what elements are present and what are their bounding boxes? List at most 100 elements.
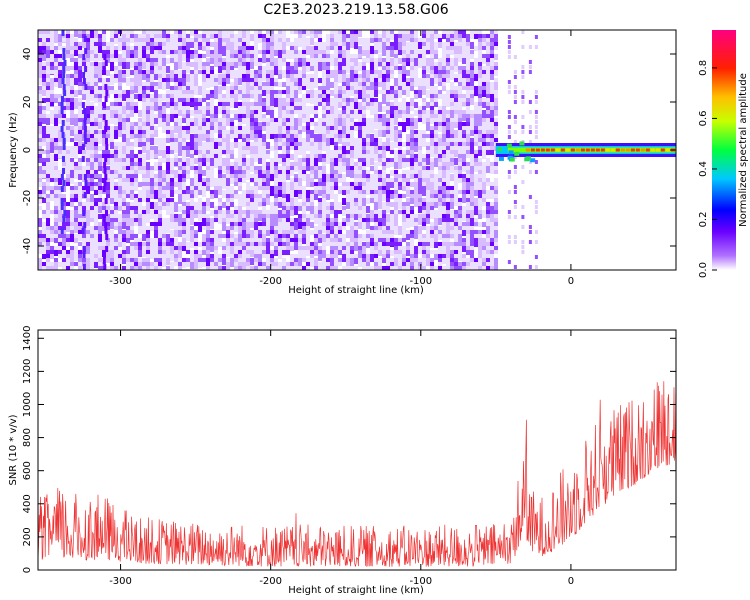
spectrogram-cell <box>242 38 246 43</box>
spectrogram-cell <box>234 126 238 134</box>
spectrogram-cell <box>266 62 270 66</box>
spectrogram-cell <box>394 46 398 52</box>
spectrogram-cell <box>126 82 130 86</box>
spectrogram-cell <box>354 170 358 175</box>
spectrogram-cell <box>370 38 374 43</box>
spectrogram-cell <box>442 98 446 104</box>
spectrogram-cell <box>310 150 314 157</box>
spectrogram-cell <box>258 230 262 235</box>
spectrogram-cell <box>46 66 50 70</box>
spectrogram-cell <box>118 122 122 130</box>
spectrogram-cell <box>110 30 114 36</box>
spectrogram-cell <box>318 250 322 255</box>
spectrogram-cell <box>218 174 222 178</box>
spectrogram-cell <box>282 82 286 87</box>
spectrogram-cell <box>298 146 302 155</box>
spectrogram-cell <box>210 50 214 57</box>
spectrogram-cell <box>242 166 246 172</box>
spectrogram-cell <box>370 134 374 140</box>
spectrogram-cell <box>274 90 278 96</box>
spectrogram-cell <box>178 94 182 99</box>
spectrogram-cell <box>390 230 394 236</box>
spectrogram-cell <box>246 170 250 176</box>
spectrogram-cell <box>214 122 218 129</box>
spectrogram-cell <box>86 166 90 173</box>
spectrogram-cell <box>374 154 378 161</box>
spectrogram-cell <box>290 110 294 117</box>
spectrogram-cell <box>158 46 162 53</box>
spectrogram-cell <box>82 242 86 249</box>
spectrogram-cell <box>70 66 74 70</box>
spectrogram-cell <box>222 38 226 43</box>
spectrogram-cell <box>330 238 334 244</box>
spectrogram-cell <box>182 234 186 238</box>
spectrogram-cell <box>154 74 158 80</box>
spectrogram-cell <box>322 182 326 187</box>
spectrogram-cell <box>366 186 370 193</box>
spectrogram-cell <box>54 166 58 172</box>
spectrogram-cell <box>198 222 202 229</box>
spectrogram-cell <box>78 46 82 52</box>
spectrogram-cell <box>298 246 302 253</box>
spectrogram-cell <box>78 202 82 206</box>
spectrogram-cell <box>406 126 410 130</box>
spectrogram-cell <box>246 102 250 111</box>
spectrogram-cell <box>358 46 362 50</box>
spectrogram-cell <box>342 138 346 144</box>
spectrogram-cell <box>50 34 54 41</box>
spectrogram-cell <box>134 166 138 173</box>
spectrogram-cell <box>262 166 266 171</box>
spectrogram-cell <box>302 118 306 123</box>
spectrogram-cell <box>382 158 386 163</box>
spectrogram-cell <box>98 46 102 53</box>
spectrogram-cell <box>242 94 246 98</box>
spectrogram-cell <box>206 242 210 251</box>
spectrogram-cell <box>418 182 422 188</box>
spectrogram-cell <box>194 110 198 114</box>
spectrogram-cell <box>386 158 390 163</box>
spectrogram-cell <box>386 130 390 137</box>
spectrogram-cell <box>202 226 206 230</box>
spectrogram-cell <box>430 174 434 179</box>
spectrogram-cell <box>38 146 42 151</box>
spectrogram-cell <box>390 94 394 100</box>
spectrogram-cell <box>214 266 218 270</box>
spectrogram-cell <box>402 162 406 168</box>
spectrogram-cell <box>78 142 82 148</box>
spectrogram-cell <box>278 262 282 269</box>
spectrogram-cell <box>250 198 254 205</box>
spectrogram-cell <box>230 102 234 108</box>
spectrogram-cell <box>138 170 142 174</box>
spectrogram-cell <box>226 142 230 146</box>
spectrogram-cell <box>358 90 362 99</box>
spectrogram-cell <box>222 150 226 154</box>
spectrogram-cell <box>78 42 82 48</box>
spectrogram-cell <box>170 214 174 223</box>
spectrogram-cell <box>410 34 414 41</box>
spectrogram-cell <box>146 154 150 160</box>
spectrogram-cell <box>110 78 114 85</box>
spectrogram-cell <box>254 258 258 264</box>
spectrogram-cell <box>362 142 366 149</box>
spectrogram-cell <box>214 218 218 222</box>
spectrogram-cell <box>350 206 354 211</box>
spectrogram-cell <box>422 134 426 141</box>
spectrogram-cell <box>430 150 434 157</box>
spectrogram-cell <box>166 226 170 233</box>
spectrogram-cell <box>162 234 166 240</box>
spectrogram-cell <box>342 114 346 121</box>
spectrogram-cell <box>198 42 202 47</box>
spectrogram-cell <box>42 242 46 248</box>
spectrogram-cell <box>294 166 298 172</box>
spectrogram-cell <box>314 238 318 245</box>
spectrogram-cell <box>310 246 314 253</box>
spectrogram-cell <box>134 106 138 113</box>
spectrogram-cell <box>418 110 422 116</box>
spectrogram-cell <box>122 110 126 116</box>
spectrogram-cell <box>334 138 338 145</box>
spectrogram-cell <box>370 198 374 203</box>
spectrogram-cell <box>278 66 282 73</box>
spectrogram-cell <box>398 266 402 270</box>
spectrogram-cell <box>358 218 362 225</box>
spectrogram-cell <box>110 158 114 164</box>
